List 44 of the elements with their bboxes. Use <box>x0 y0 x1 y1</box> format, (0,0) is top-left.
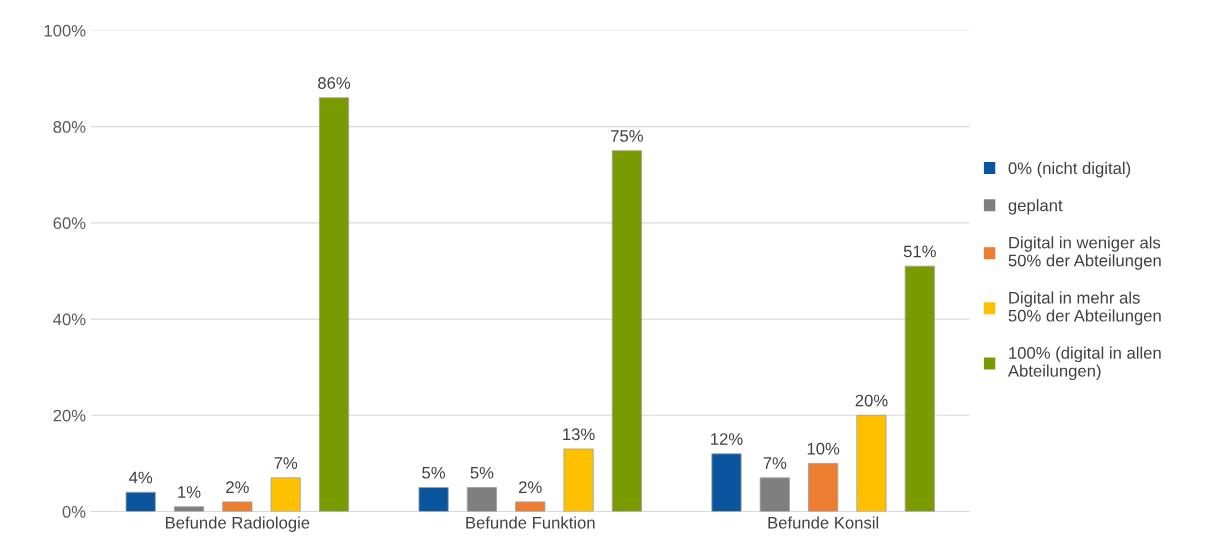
y-tick-label: 100% <box>44 24 86 37</box>
data-label: 4% <box>129 471 153 484</box>
legend-label: Digital in mehr als 50% der Abteilungen <box>1008 291 1161 325</box>
y-tick-label: 40% <box>53 313 86 326</box>
bar <box>808 462 839 512</box>
data-label: 75% <box>611 130 643 142</box>
data-label: 10% <box>807 442 840 455</box>
bar <box>904 265 935 512</box>
data-label: 12% <box>711 433 743 445</box>
bar <box>759 477 790 512</box>
data-label: 2% <box>519 481 542 493</box>
data-label: 5% <box>422 466 446 479</box>
x-tick-label: Befunde Radiologie <box>165 516 310 532</box>
data-label: 2% <box>226 481 249 493</box>
y-tick-label: 0% <box>62 505 86 518</box>
bar <box>466 487 497 512</box>
bar <box>125 491 156 512</box>
bar <box>515 501 546 512</box>
x-tick-label: Befunde Konsil <box>768 516 879 529</box>
data-label: 86% <box>318 77 351 89</box>
data-label: 20% <box>855 394 888 407</box>
data-label: 13% <box>563 428 595 441</box>
data-label: 7% <box>763 457 787 469</box>
y-tick-label: 20% <box>53 409 86 422</box>
bar <box>318 97 350 512</box>
data-label: 1% <box>178 486 201 498</box>
data-label: 5% <box>470 466 494 479</box>
bar <box>222 501 253 512</box>
y-tick-label: 80% <box>53 121 86 133</box>
legend-label: Digital in weniger als 50% der Abteilungen <box>1008 236 1161 270</box>
x-tick-label: Befunde Funktion <box>466 516 595 529</box>
bar <box>563 448 594 512</box>
data-label: 51% <box>903 245 936 258</box>
legend-label: geplant <box>1008 199 1063 215</box>
bar <box>856 414 887 512</box>
bar <box>711 453 742 512</box>
bar <box>611 150 642 512</box>
y-tick-label: 60% <box>53 217 86 230</box>
bar <box>173 506 205 512</box>
legend-label: 0% (nicht digital) <box>1008 161 1131 178</box>
bar <box>270 477 301 512</box>
bar <box>418 487 449 512</box>
legend-label: 100% (digital in allen Abteilungen) <box>1007 346 1161 381</box>
data-label: 7% <box>274 457 298 469</box>
